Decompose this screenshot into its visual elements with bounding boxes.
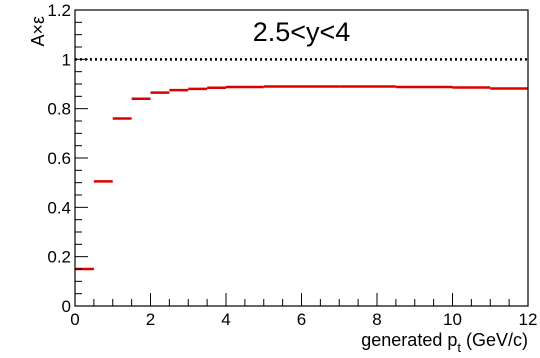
- x-tick-label: 6: [297, 310, 306, 329]
- plot-frame: [74, 9, 529, 307]
- data-marks: [75, 85, 528, 271]
- axis-ticks: [74, 9, 529, 307]
- x-tick-label: 4: [221, 310, 230, 329]
- y-tick-label: 0: [62, 297, 71, 316]
- x-tick-label: 8: [372, 310, 381, 329]
- x-axis-title-subscript: t: [457, 340, 461, 355]
- x-tick-label: 2: [146, 310, 155, 329]
- rapidity-annotation: 2.5<y<4: [253, 17, 351, 47]
- y-tick-label: 0.8: [47, 100, 71, 119]
- x-axis-title-main: generated p: [361, 330, 457, 350]
- x-tick-labels: 0 2 4 6 8 10 12: [70, 310, 537, 329]
- y-tick-label: 0.4: [47, 198, 71, 217]
- x-axis-title: generated pt (GeV/c): [361, 330, 528, 355]
- y-tick-labels: 0 0.2 0.4 0.6 0.8 1 1.2: [47, 1, 71, 316]
- x-tick-label: 0: [70, 310, 79, 329]
- y-axis-title: A×ε: [28, 16, 48, 47]
- x-axis-title-unit: (GeV/c): [461, 330, 528, 350]
- x-tick-label: 12: [519, 310, 538, 329]
- x-tick-label: 10: [443, 310, 462, 329]
- y-tick-label: 1.2: [47, 1, 71, 20]
- y-tick-label: 0.2: [47, 248, 71, 267]
- y-tick-label: 0.6: [47, 149, 71, 168]
- y-tick-label: 1: [62, 50, 71, 69]
